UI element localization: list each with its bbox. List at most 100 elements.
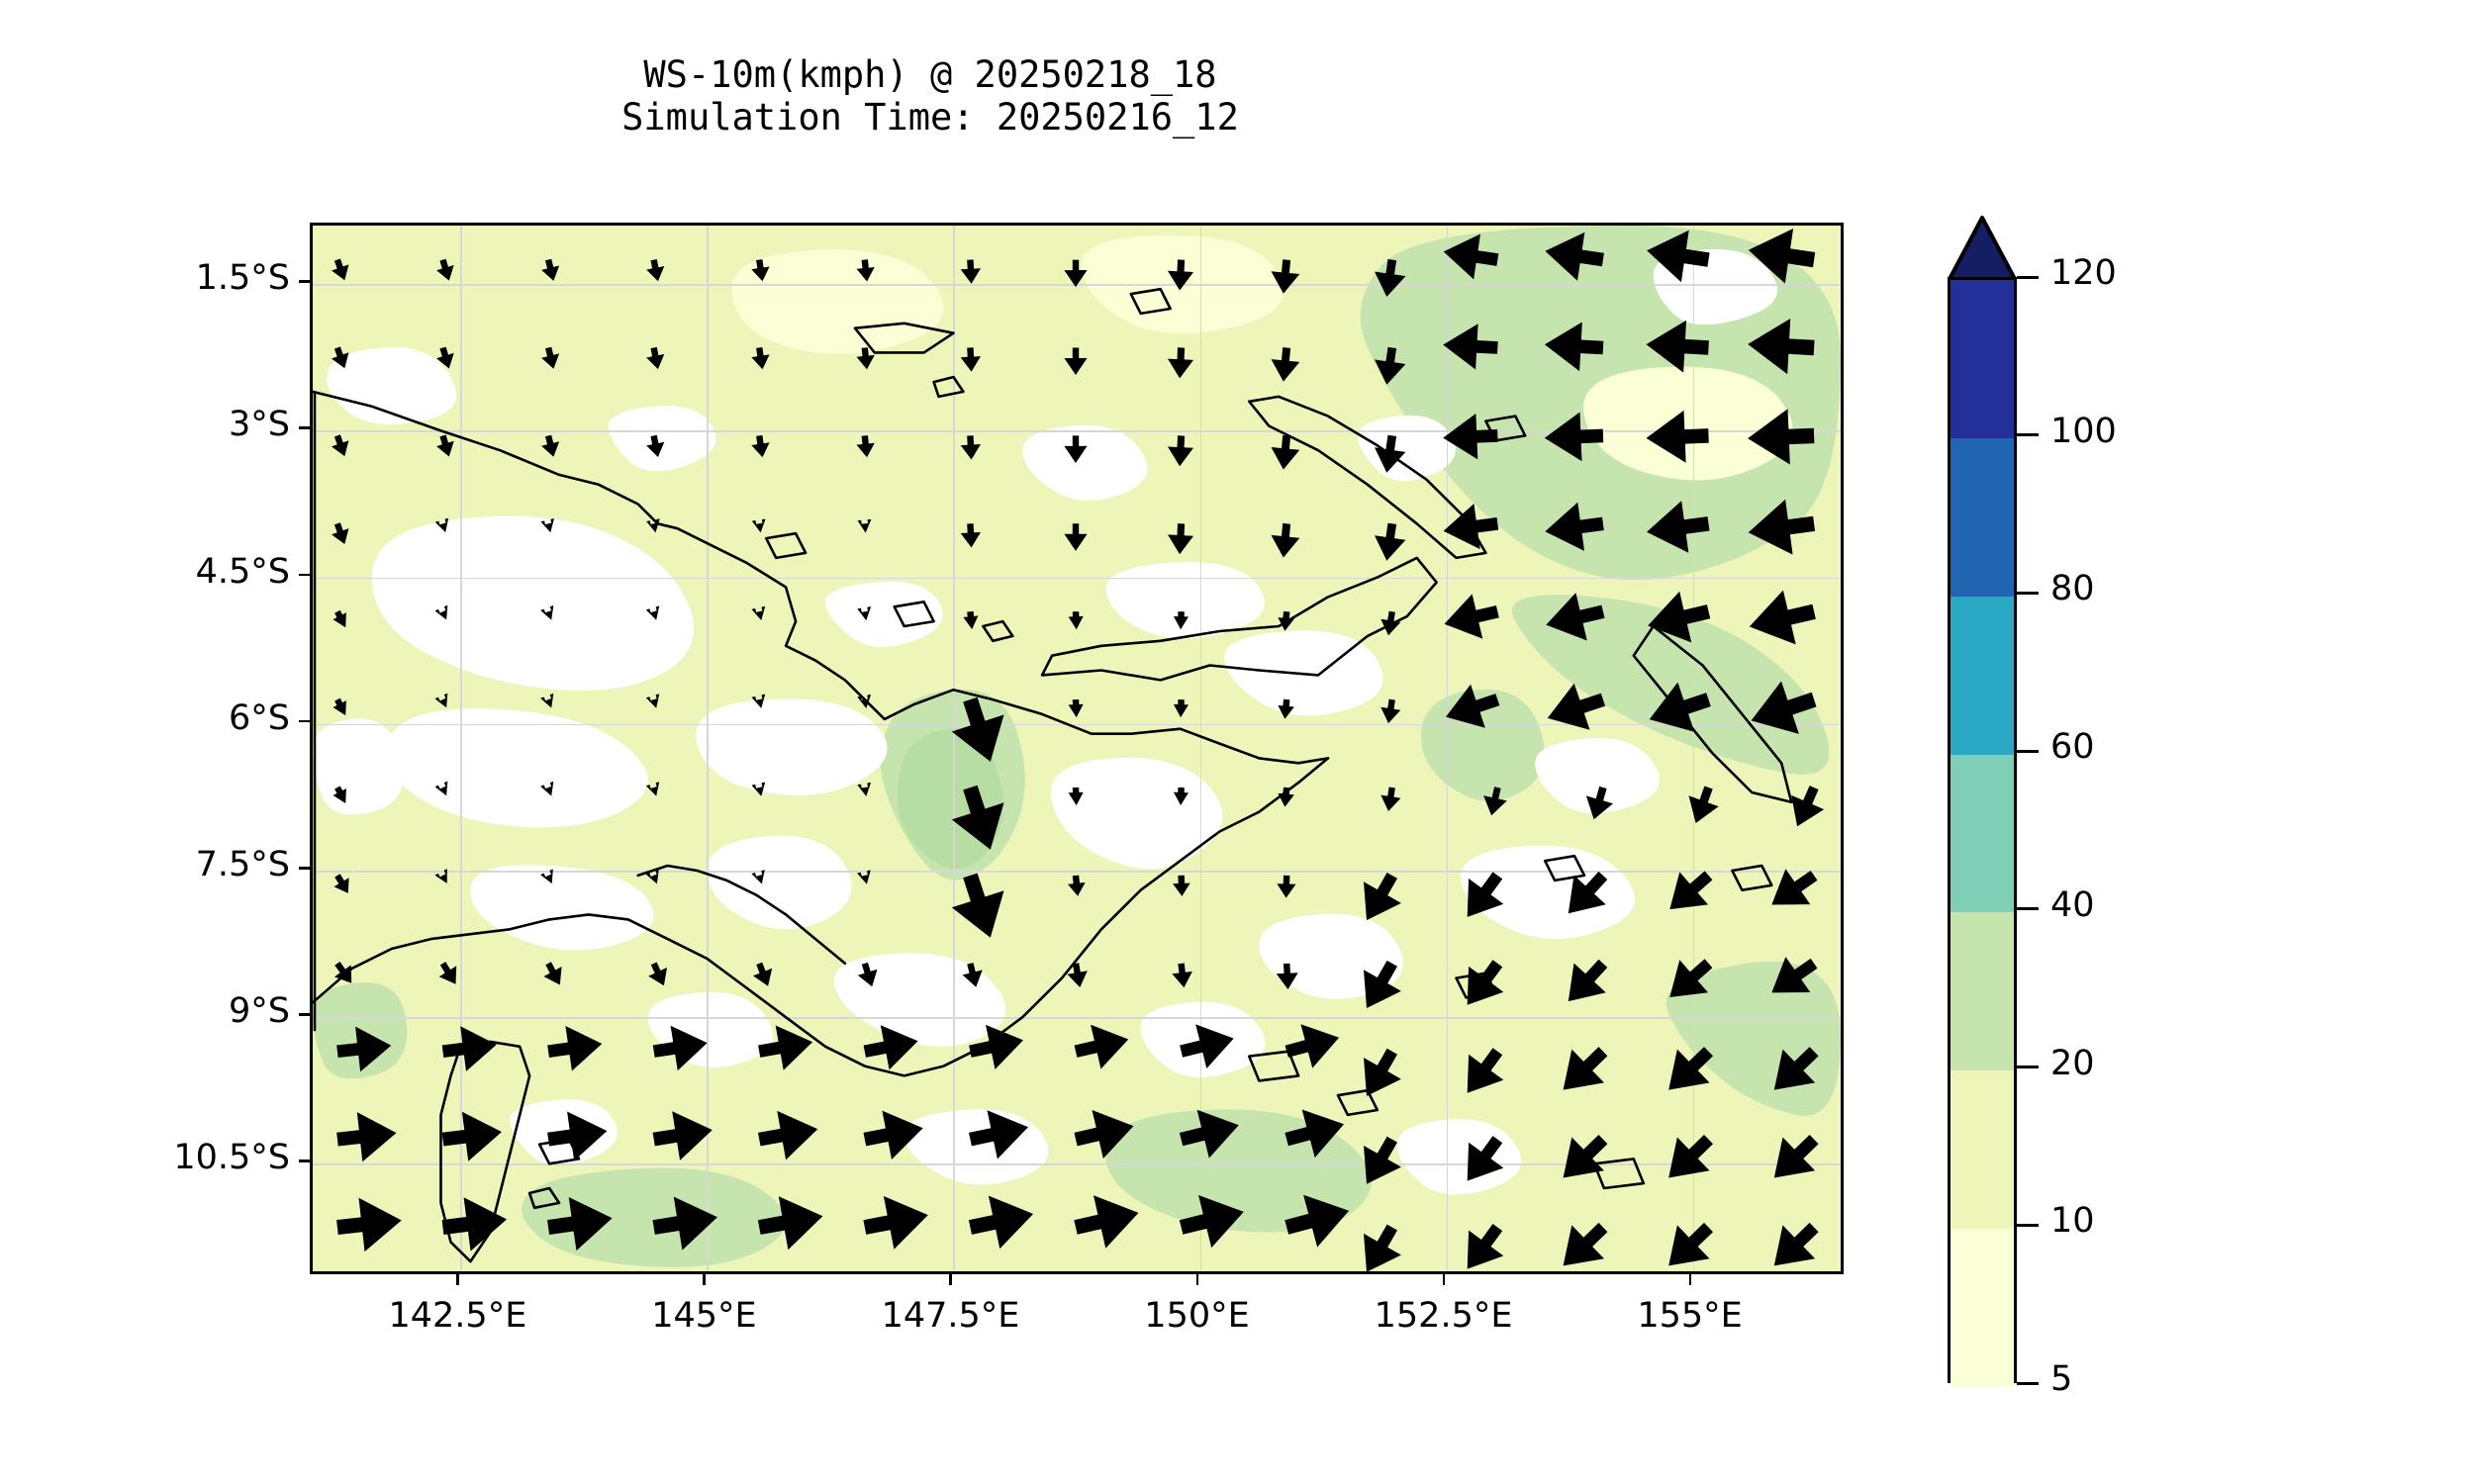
- wind-arrow-135: [336, 1026, 392, 1072]
- wind-arrow-64: [751, 605, 766, 620]
- wind-arrow-16: [436, 346, 454, 369]
- wind-arrow-110: [857, 870, 871, 884]
- wind-arrow-40: [1375, 434, 1406, 473]
- wind-arrow-4: [751, 259, 770, 282]
- wind-arrow-78: [645, 694, 660, 708]
- wind-arrow-27: [1544, 322, 1604, 372]
- wind-arrow-59: [1748, 499, 1816, 555]
- wind-arrow-164: [1773, 1135, 1819, 1178]
- wind-arrow-98: [1173, 787, 1189, 805]
- colorbar-band-20: [1951, 911, 2014, 1071]
- wind-arrow-10: [1375, 258, 1406, 297]
- wind-arrow-89: [1751, 681, 1817, 734]
- field-pale-1: [1582, 366, 1793, 481]
- chart-title-line-2: Simulation Time: 20250216_12: [621, 96, 1239, 139]
- colorbar-tick-60: [2017, 749, 2039, 753]
- coastline-island-4: [1336, 1088, 1380, 1117]
- wind-arrow-14: [1748, 229, 1816, 284]
- gridline-horizontal: [313, 1163, 1841, 1165]
- wind-arrow-160: [1364, 1136, 1401, 1184]
- coastline-island-10: [1129, 287, 1172, 316]
- wind-arrow-76: [434, 693, 448, 708]
- wind-arrow-148: [1668, 1047, 1713, 1090]
- map-axes[interactable]: [310, 223, 1844, 1274]
- wind-arrow-38: [1168, 435, 1193, 467]
- wind-arrow-28: [1646, 320, 1709, 373]
- wind-arrow-178: [1668, 1222, 1713, 1266]
- coastline-island-2: [982, 619, 1014, 643]
- coastline-manus: [853, 322, 955, 354]
- x-tick-label-1: 145°E: [651, 1296, 757, 1336]
- wind-arrow-91: [434, 781, 448, 796]
- x-tick-mark: [703, 1274, 707, 1285]
- wind-arrow-63: [645, 605, 660, 620]
- coastline-island-6: [527, 1186, 561, 1210]
- y-tick-label-1: 3°S: [229, 405, 290, 445]
- y-tick-label-4: 7.5°S: [195, 844, 290, 884]
- wind-arrow-43: [1646, 410, 1709, 463]
- colorbar-tick-10: [2017, 1223, 2039, 1227]
- wind-arrow-2: [541, 258, 560, 281]
- wind-arrow-57: [1545, 502, 1604, 551]
- wind-arrow-82: [1068, 699, 1084, 718]
- wind-arrow-93: [645, 782, 660, 796]
- wind-arrow-94: [751, 782, 766, 796]
- wind-arrow-163: [1668, 1135, 1713, 1178]
- colorbar-tick-5: [2017, 1381, 2039, 1385]
- field-white-15: [1653, 249, 1777, 325]
- wind-arrow-120: [333, 962, 352, 983]
- wind-arrow-49: [751, 518, 766, 533]
- wind-arrow-7: [1064, 259, 1088, 288]
- coastline-gulf-of-papua: [636, 864, 847, 966]
- wind-arrow-179: [1773, 1222, 1819, 1266]
- coastline-island-13: [1731, 864, 1773, 891]
- gridline-vertical: [460, 226, 462, 1271]
- x-tick-mark: [1195, 1274, 1199, 1285]
- field-white-21: [825, 581, 943, 648]
- wind-arrow-48: [646, 518, 660, 533]
- wind-arrow-168: [652, 1196, 717, 1251]
- field-white-20: [1396, 1119, 1522, 1195]
- coastline-new-ireland: [1248, 395, 1487, 560]
- y-tick-label-6: 10.5°S: [173, 1138, 290, 1178]
- field-white-16: [1022, 424, 1148, 502]
- gridline-horizontal: [313, 870, 1841, 873]
- wind-arrow-114: [1277, 875, 1296, 898]
- wind-arrow-140: [863, 1025, 918, 1070]
- wind-arrow-52: [1064, 523, 1088, 551]
- gridline-vertical: [707, 226, 710, 1271]
- gridline-vertical: [953, 226, 956, 1271]
- wind-arrow-100: [1380, 787, 1401, 811]
- wind-arrow-50: [857, 518, 872, 533]
- field-green-sw: [522, 1167, 787, 1267]
- field-white-1: [385, 708, 648, 828]
- wind-arrow-117: [1568, 871, 1608, 914]
- wind-arrow-39: [1271, 435, 1300, 470]
- gridline-vertical: [1446, 226, 1449, 1271]
- colorbar-tick-20: [2017, 1066, 2039, 1069]
- wind-arrow-58: [1647, 501, 1710, 553]
- wind-arrow-69: [1278, 610, 1294, 631]
- wind-arrow-42: [1544, 412, 1604, 462]
- wind-arrow-20: [856, 347, 875, 370]
- wind-arrow-152: [547, 1111, 608, 1161]
- wind-arrow-147: [1563, 1047, 1608, 1090]
- coastline-island-1: [893, 601, 935, 628]
- wind-arrow-86: [1446, 684, 1500, 728]
- y-tick-label-2: 4.5°S: [195, 551, 290, 592]
- wind-arrow-161: [1467, 1136, 1504, 1181]
- y-tick-mark: [299, 1013, 310, 1016]
- colorbar-band-10: [1951, 1069, 2014, 1229]
- wind-arrow-145: [1364, 1048, 1401, 1096]
- colorbar[interactable]: 5 10 20 40 60 80 100 120: [1948, 109, 2363, 1399]
- wind-arrow-170: [863, 1196, 928, 1250]
- map-clip-region: [313, 226, 1841, 1271]
- wind-arrow-56: [1443, 504, 1499, 550]
- field-white-0: [371, 515, 695, 692]
- field-white-4: [313, 718, 404, 815]
- gridline-vertical: [1199, 226, 1202, 1271]
- wind-arrow-81: [951, 696, 1004, 762]
- colorbar-label-10: 10: [2050, 1201, 2095, 1242]
- field-white-7: [1050, 757, 1223, 870]
- wind-arrow-149: [1773, 1047, 1819, 1090]
